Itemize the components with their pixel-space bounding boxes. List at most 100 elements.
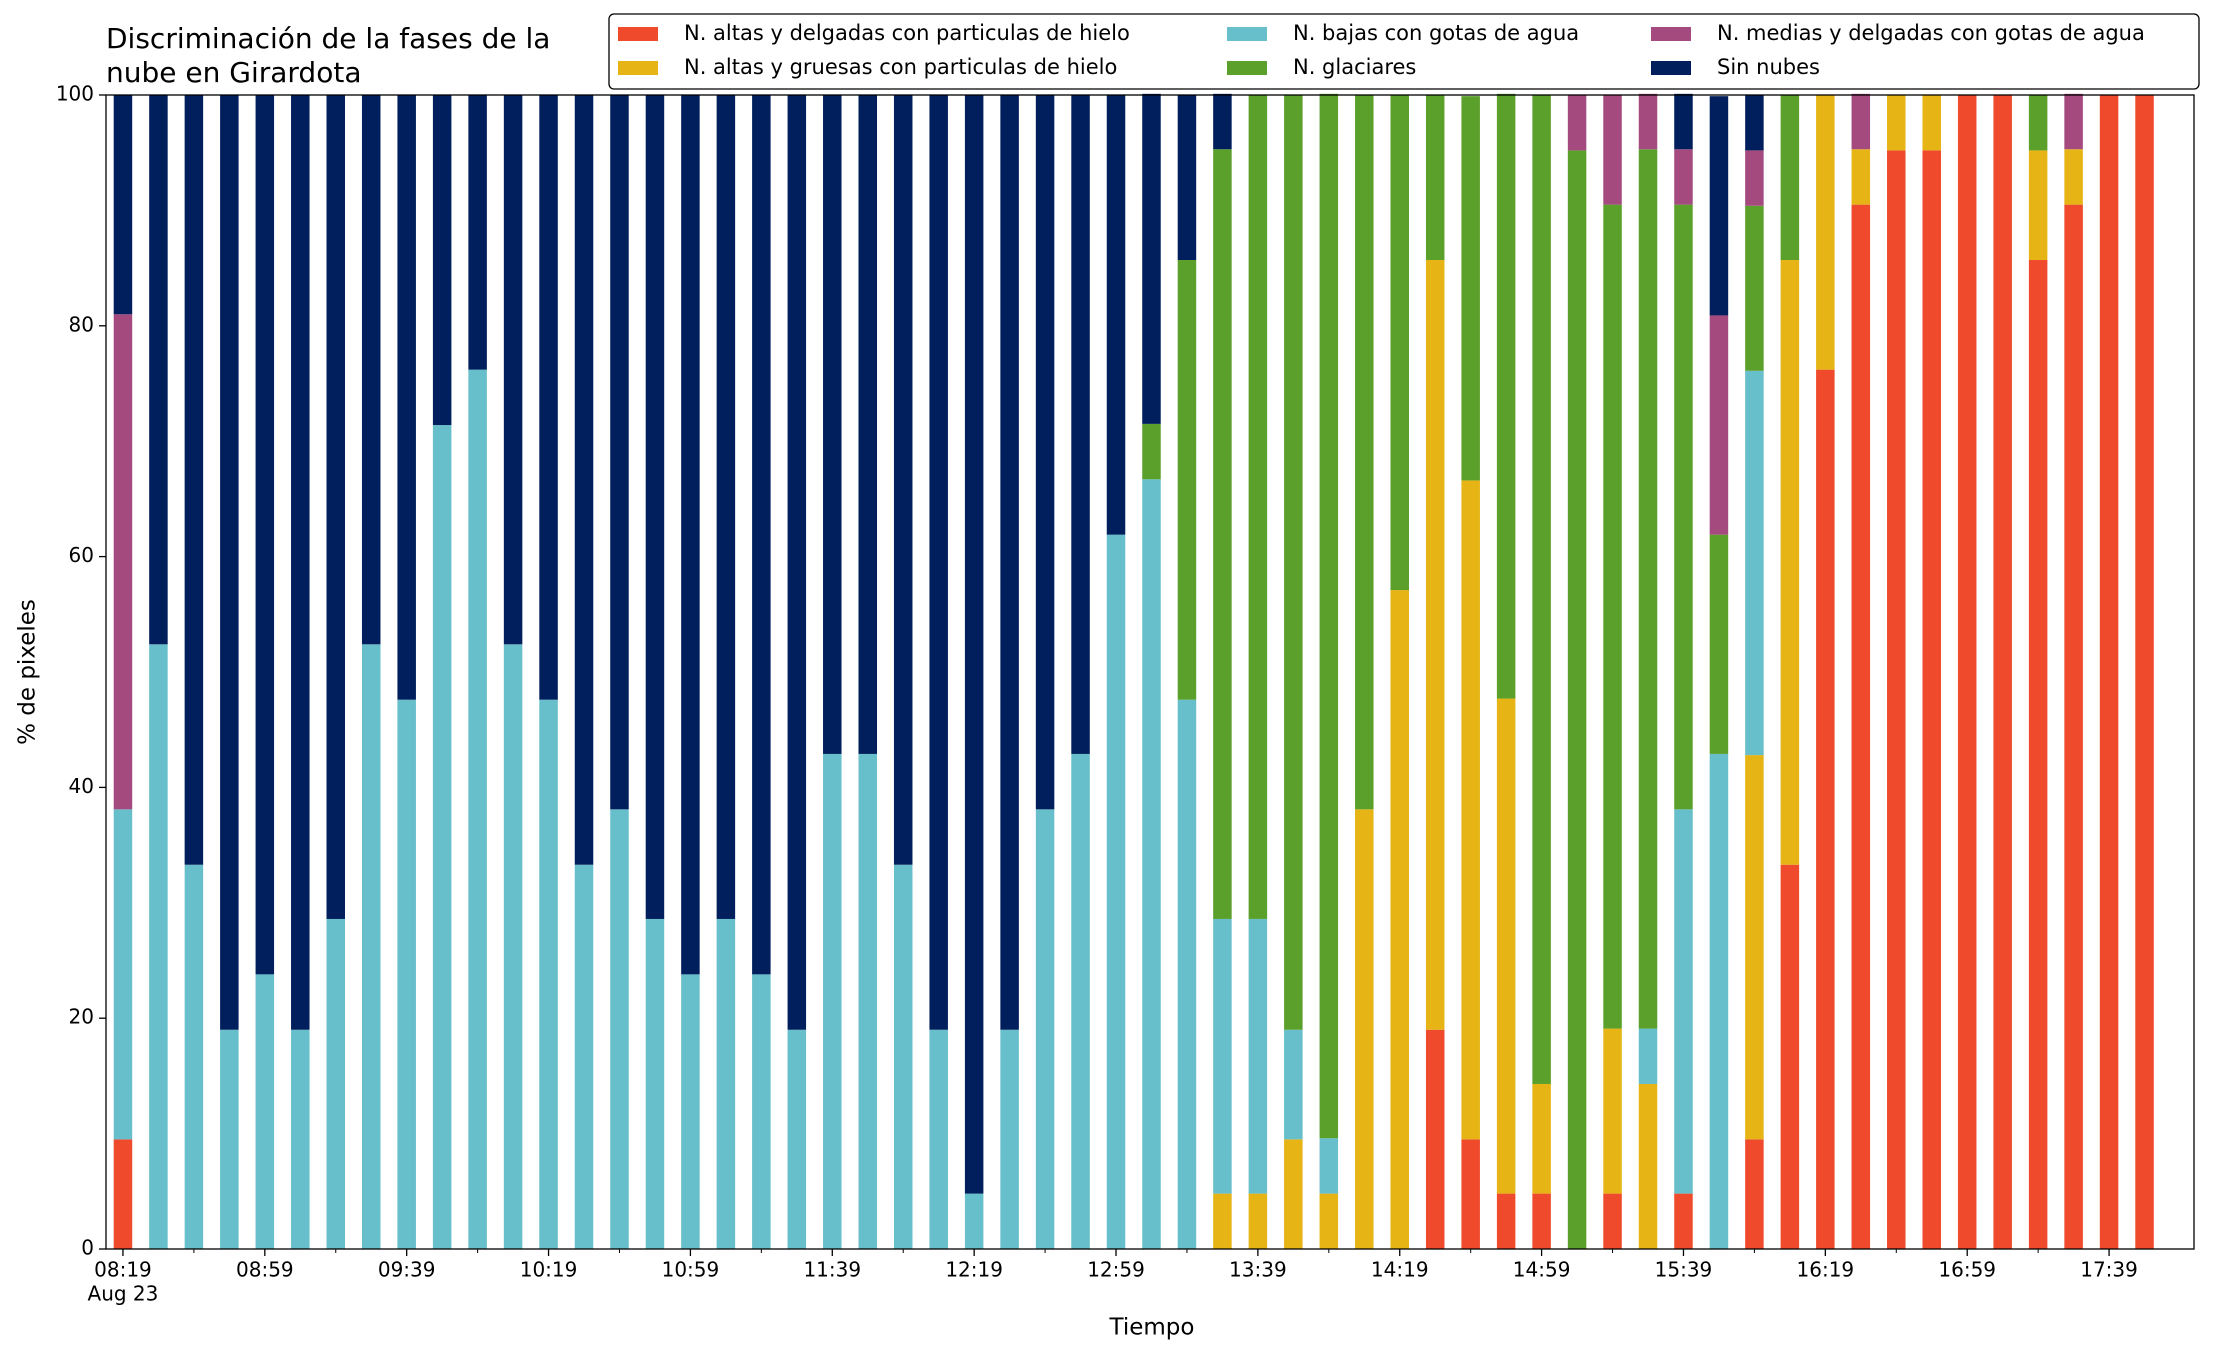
bar-segment [1142, 423, 1161, 480]
chart-title: nube en Girardota [106, 56, 361, 89]
bar-segment [184, 864, 204, 1249]
bar-segment [1035, 809, 1055, 1249]
bar-segment [2028, 150, 2048, 261]
bar-segment [397, 699, 416, 1249]
x-tick-label: 11:39 [803, 1258, 861, 1282]
bar-segment [539, 699, 558, 1249]
legend-swatch [1227, 61, 1267, 75]
bar-segment [1922, 150, 1941, 1250]
x-tick-label: 14:19 [1371, 1258, 1429, 1282]
x-tick-label: 14:59 [1513, 1258, 1571, 1282]
bar-segment [1709, 96, 1729, 316]
bar-segment [468, 95, 487, 370]
bar-segment [503, 95, 523, 645]
x-tick-label: 12:59 [1087, 1258, 1145, 1282]
bar-segment [1674, 809, 1693, 1194]
legend-label: N. bajas con gotas de agua [1293, 21, 1579, 45]
bar-segment [113, 1139, 133, 1249]
legend-label: N. medias y delgadas con gotas de agua [1717, 21, 2145, 45]
bar-segment [787, 1029, 807, 1249]
bar-segment [1425, 95, 1445, 261]
bar-segment [1745, 95, 1764, 151]
bar-segment [1851, 149, 1871, 205]
bar-segment [752, 974, 771, 1249]
bar-segment [1284, 1029, 1303, 1140]
legend-swatch [618, 27, 658, 41]
bar-segment [1567, 95, 1587, 151]
bar-segment [787, 95, 807, 1030]
chart-title: Discriminación de la fases de la [106, 22, 550, 55]
bar-segment [113, 314, 133, 810]
bar-segment [503, 644, 523, 1249]
bar-segment [1780, 864, 1800, 1249]
bar-segment [1000, 95, 1019, 1030]
bar-segment [1674, 1193, 1693, 1249]
bar-segment [1461, 1139, 1480, 1249]
bar-segment [610, 809, 629, 1249]
bar-segment [1177, 699, 1197, 1249]
bar-segment [1496, 698, 1516, 1194]
bar-segment [1035, 95, 1055, 810]
y-tick-label: 20 [69, 1005, 94, 1029]
bar-segment [681, 95, 700, 975]
bar-segment [2064, 93, 2083, 150]
bar-segment [468, 369, 487, 1250]
bar-segment [964, 1193, 984, 1249]
bar-segment [1142, 479, 1161, 1250]
bar-segment [255, 95, 275, 975]
bar-segment [1709, 753, 1729, 1249]
bar-segment [291, 1029, 310, 1249]
bar-segment [893, 95, 913, 865]
legend-label: Sin nubes [1717, 55, 1820, 79]
bar-segment [1993, 95, 2012, 1249]
x-tick-label: 17:39 [2080, 1258, 2138, 1282]
bar-segment [1248, 1193, 1268, 1249]
legend-label: N. glaciares [1293, 55, 1416, 79]
bar-segment [326, 95, 346, 919]
bar-segment [149, 644, 168, 1249]
bar-segment [1745, 755, 1764, 1140]
bar-segment [1709, 534, 1729, 754]
y-axis-label: % de pixeles [15, 599, 41, 745]
bar-segment [432, 425, 452, 1249]
bar-segment [1071, 753, 1090, 1249]
bar-segment [752, 95, 771, 975]
bar-segment [1461, 96, 1480, 481]
bar-segment [1638, 93, 1658, 150]
y-tick-label: 40 [69, 774, 94, 798]
bar-segment [1745, 1139, 1764, 1249]
bar-segment [1532, 1193, 1551, 1249]
bar-segment [291, 95, 310, 1030]
bar-segment [964, 95, 984, 1194]
legend-swatch [618, 61, 658, 75]
bar-segment [220, 95, 239, 1030]
x-tick-label: 16:19 [1797, 1258, 1855, 1282]
bar-segment [1745, 370, 1764, 756]
bar-segment [1922, 95, 1941, 151]
bar-segment [1638, 1028, 1658, 1084]
bar-segment [823, 95, 842, 754]
bar-segment [1284, 1139, 1303, 1249]
bar-segment [1425, 260, 1445, 1030]
bar-segment [361, 95, 381, 645]
bar-segment [1071, 95, 1090, 754]
bar-segment [823, 753, 842, 1249]
x-tick-label: 15:39 [1655, 1258, 1713, 1282]
bar-segment [1284, 95, 1303, 1030]
bar-segment [1496, 1193, 1516, 1249]
bar-segment [645, 95, 665, 919]
bar-segment [1957, 95, 1977, 1249]
bar-segment [113, 809, 133, 1140]
bar-segment [1213, 1193, 1232, 1249]
bar-segment [1355, 95, 1374, 810]
bar-segment [929, 95, 948, 1030]
bar-segment [539, 95, 558, 700]
bar-segment [1567, 150, 1587, 1250]
bar-segment [1780, 95, 1800, 261]
bar-segment [1887, 95, 1906, 151]
y-tick-label: 100 [56, 82, 94, 106]
bar-segment [929, 1029, 948, 1249]
bar-segment [220, 1029, 239, 1249]
bar-segment [681, 974, 700, 1249]
x-tick-label: 10:59 [662, 1258, 720, 1282]
